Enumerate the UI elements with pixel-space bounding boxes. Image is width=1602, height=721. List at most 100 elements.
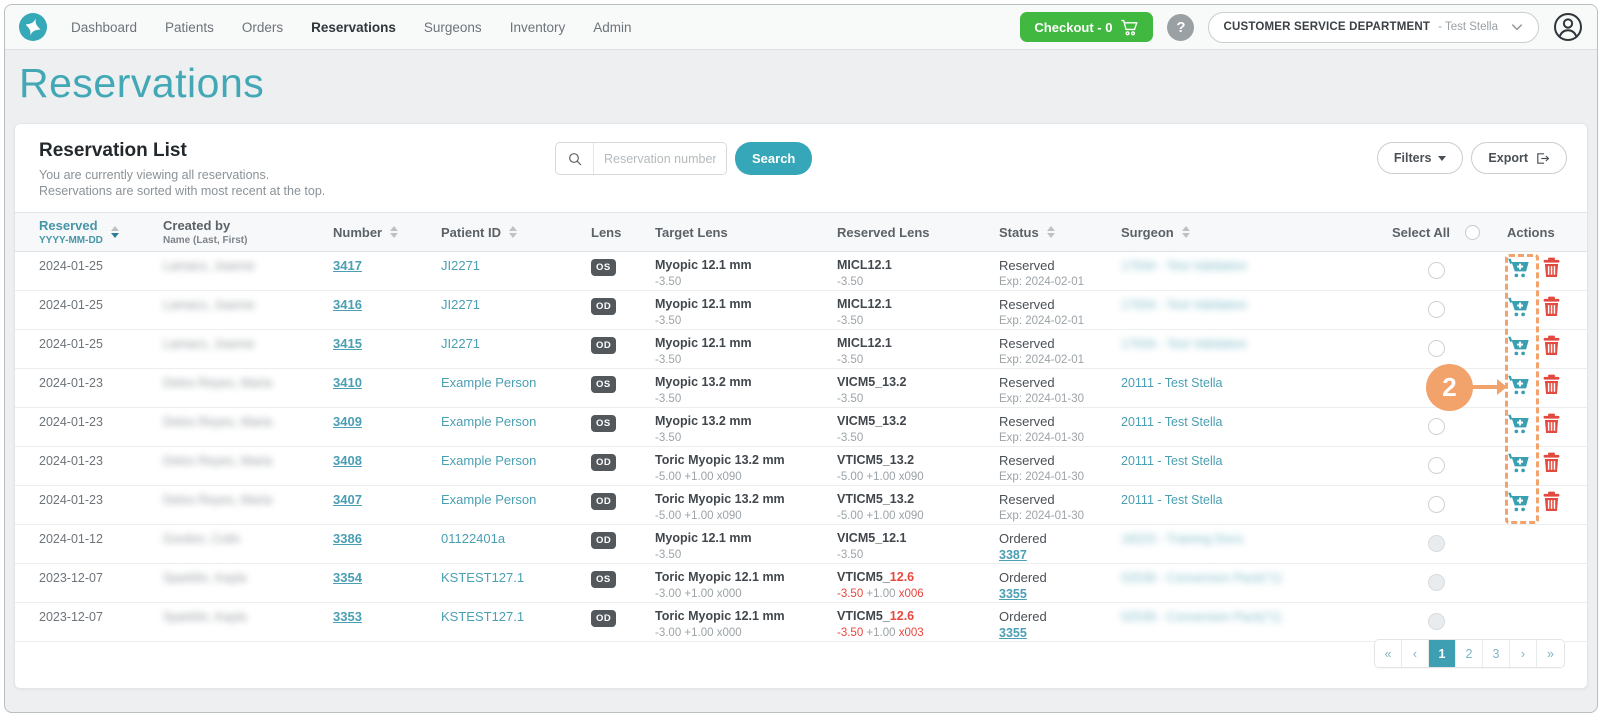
reservation-number-link[interactable]: 3354 xyxy=(333,570,362,585)
account-selector[interactable]: CUSTOMER SERVICE DEPARTMENT - Test Stell… xyxy=(1208,11,1539,43)
row-select-radio[interactable] xyxy=(1427,262,1445,279)
surgeon-link[interactable]: 20111 - Test Stella xyxy=(1121,415,1223,429)
add-to-cart-button[interactable] xyxy=(1507,452,1530,474)
user-profile-icon[interactable] xyxy=(1553,12,1583,42)
nav-item-orders[interactable]: Orders xyxy=(241,19,284,35)
lens-text-part: 12.6 xyxy=(889,609,915,623)
surgeon-link[interactable]: 52539 - Conversion Pack(*1) xyxy=(1121,610,1282,624)
sort-icon[interactable] xyxy=(110,226,119,238)
patient-id-link[interactable]: Example Person xyxy=(441,414,537,429)
patient-id-link[interactable]: JI2271 xyxy=(441,336,481,351)
delete-reservation-button[interactable] xyxy=(1542,491,1561,513)
filters-label: Filters xyxy=(1393,151,1432,165)
reservation-number-link[interactable]: 3416 xyxy=(333,297,362,312)
help-button[interactable]: ? xyxy=(1167,13,1195,41)
nav-item-dashboard[interactable]: Dashboard xyxy=(71,19,138,35)
add-to-cart-button[interactable] xyxy=(1507,335,1530,357)
patient-id-link[interactable]: Example Person xyxy=(441,453,537,468)
reservation-number-link[interactable]: 3386 xyxy=(333,531,362,546)
reservation-number-link[interactable]: 3415 xyxy=(333,336,362,351)
row-select-radio[interactable] xyxy=(1427,574,1445,591)
delete-reservation-button[interactable] xyxy=(1542,257,1561,279)
brand-logo-icon[interactable] xyxy=(19,13,47,41)
reservation-number-link[interactable]: 3409 xyxy=(333,414,362,429)
row-select-radio[interactable] xyxy=(1427,535,1445,552)
row-select-radio[interactable] xyxy=(1427,457,1445,474)
reserved-date: 2024-01-23 xyxy=(39,454,103,468)
col-header-surgeon[interactable]: Surgeon xyxy=(1121,225,1377,240)
delete-reservation-button[interactable] xyxy=(1542,374,1561,396)
surgeon-link[interactable]: 20111 - Test Stella xyxy=(1121,454,1223,468)
add-to-cart-button[interactable] xyxy=(1507,491,1530,513)
pagination-page-3[interactable]: 3 xyxy=(1483,640,1510,667)
surgeon-link[interactable]: 17934 - Test Validation xyxy=(1121,298,1248,312)
reservation-number-link[interactable]: 3410 xyxy=(333,375,362,390)
nav-item-admin[interactable]: Admin xyxy=(593,19,632,35)
surgeon-link[interactable]: 20111 - Test Stella xyxy=(1121,493,1223,507)
delete-reservation-button[interactable] xyxy=(1542,296,1561,318)
patient-id-link[interactable]: Example Person xyxy=(441,492,537,507)
search-button[interactable]: Search xyxy=(735,142,813,175)
select-all-radio[interactable] xyxy=(1465,224,1481,240)
add-to-cart-button[interactable] xyxy=(1507,374,1530,396)
export-button[interactable]: Export xyxy=(1471,142,1567,174)
patient-id-link[interactable]: KSTEST127.1 xyxy=(441,570,525,585)
col-header-status[interactable]: Status xyxy=(999,225,1121,240)
surgeon-link[interactable]: 17934 - Test Validation xyxy=(1121,337,1248,351)
created-by-name: Gordon, Colin xyxy=(163,532,241,546)
reservation-number-link[interactable]: 3408 xyxy=(333,453,362,468)
order-number-link[interactable]: 3387 xyxy=(999,548,1027,562)
pagination-next[interactable]: › xyxy=(1510,640,1537,667)
sort-icon[interactable] xyxy=(390,226,399,238)
surgeon-link[interactable]: 18223 - Training Docs xyxy=(1121,532,1244,546)
add-to-cart-button[interactable] xyxy=(1507,413,1530,435)
sort-icon[interactable] xyxy=(1181,226,1190,238)
patient-id-link[interactable]: JI2271 xyxy=(441,258,481,273)
target-lens-name: Myopic 13.2 mm xyxy=(655,375,752,389)
row-select-radio[interactable] xyxy=(1427,496,1445,513)
reservation-number-link[interactable]: 3417 xyxy=(333,258,362,273)
col-header-number[interactable]: Number xyxy=(333,225,441,240)
filters-button[interactable]: Filters xyxy=(1376,142,1464,174)
row-select-radio[interactable] xyxy=(1427,340,1445,357)
search-input[interactable] xyxy=(594,143,726,174)
sort-icon[interactable] xyxy=(508,226,517,238)
pagination-prev[interactable]: ‹ xyxy=(1402,640,1429,667)
pagination-page-2[interactable]: 2 xyxy=(1456,640,1483,667)
surgeon-link[interactable]: 52539 - Conversion Pack(*1) xyxy=(1121,571,1282,585)
pagination-page-1[interactable]: 1 xyxy=(1429,640,1456,667)
order-number-link[interactable]: 3355 xyxy=(999,587,1027,601)
col-header-patient-id[interactable]: Patient ID xyxy=(441,225,591,240)
sort-icon[interactable] xyxy=(1046,226,1055,238)
surgeon-link[interactable]: 17934 - Test Validation xyxy=(1121,259,1248,273)
table-row: 2023-12-07 Sparklin, Kayla 3353 KSTEST12… xyxy=(15,603,1587,642)
surgeon-link[interactable]: 20111 - Test Stella xyxy=(1121,376,1223,390)
nav-item-reservations[interactable]: Reservations xyxy=(311,19,396,35)
checkout-button[interactable]: Checkout - 0 xyxy=(1020,12,1154,42)
lens-text-part: MICL12.1 xyxy=(837,297,892,311)
add-to-cart-button[interactable] xyxy=(1507,257,1530,279)
nav-item-inventory[interactable]: Inventory xyxy=(509,19,566,35)
reserved-lens-power: -5.00 +1.00 x090 xyxy=(837,470,999,485)
order-number-link[interactable]: 3355 xyxy=(999,626,1027,640)
row-select-radio[interactable] xyxy=(1427,613,1445,630)
created-by-name: Lamacs, Joanne xyxy=(163,298,255,312)
col-header-reserved[interactable]: Reserved YYYY-MM-DD xyxy=(39,218,163,246)
nav-item-patients[interactable]: Patients xyxy=(165,19,214,35)
pagination-last[interactable]: » xyxy=(1537,640,1564,667)
row-select-radio[interactable] xyxy=(1427,418,1445,435)
patient-id-link[interactable]: 01122401a xyxy=(441,531,506,546)
patient-id-link[interactable]: Example Person xyxy=(441,375,537,390)
pagination-first[interactable]: « xyxy=(1375,640,1402,667)
patient-id-link[interactable]: JI2271 xyxy=(441,297,481,312)
reservation-number-link[interactable]: 3407 xyxy=(333,492,362,507)
panel-heading: Reservation List xyxy=(39,140,187,161)
delete-reservation-button[interactable] xyxy=(1542,452,1561,474)
reservation-number-link[interactable]: 3353 xyxy=(333,609,362,624)
nav-item-surgeons[interactable]: Surgeons xyxy=(423,19,482,35)
patient-id-link[interactable]: KSTEST127.1 xyxy=(441,609,525,624)
add-to-cart-button[interactable] xyxy=(1507,296,1530,318)
delete-reservation-button[interactable] xyxy=(1542,413,1561,435)
delete-reservation-button[interactable] xyxy=(1542,335,1561,357)
row-select-radio[interactable] xyxy=(1427,301,1445,318)
